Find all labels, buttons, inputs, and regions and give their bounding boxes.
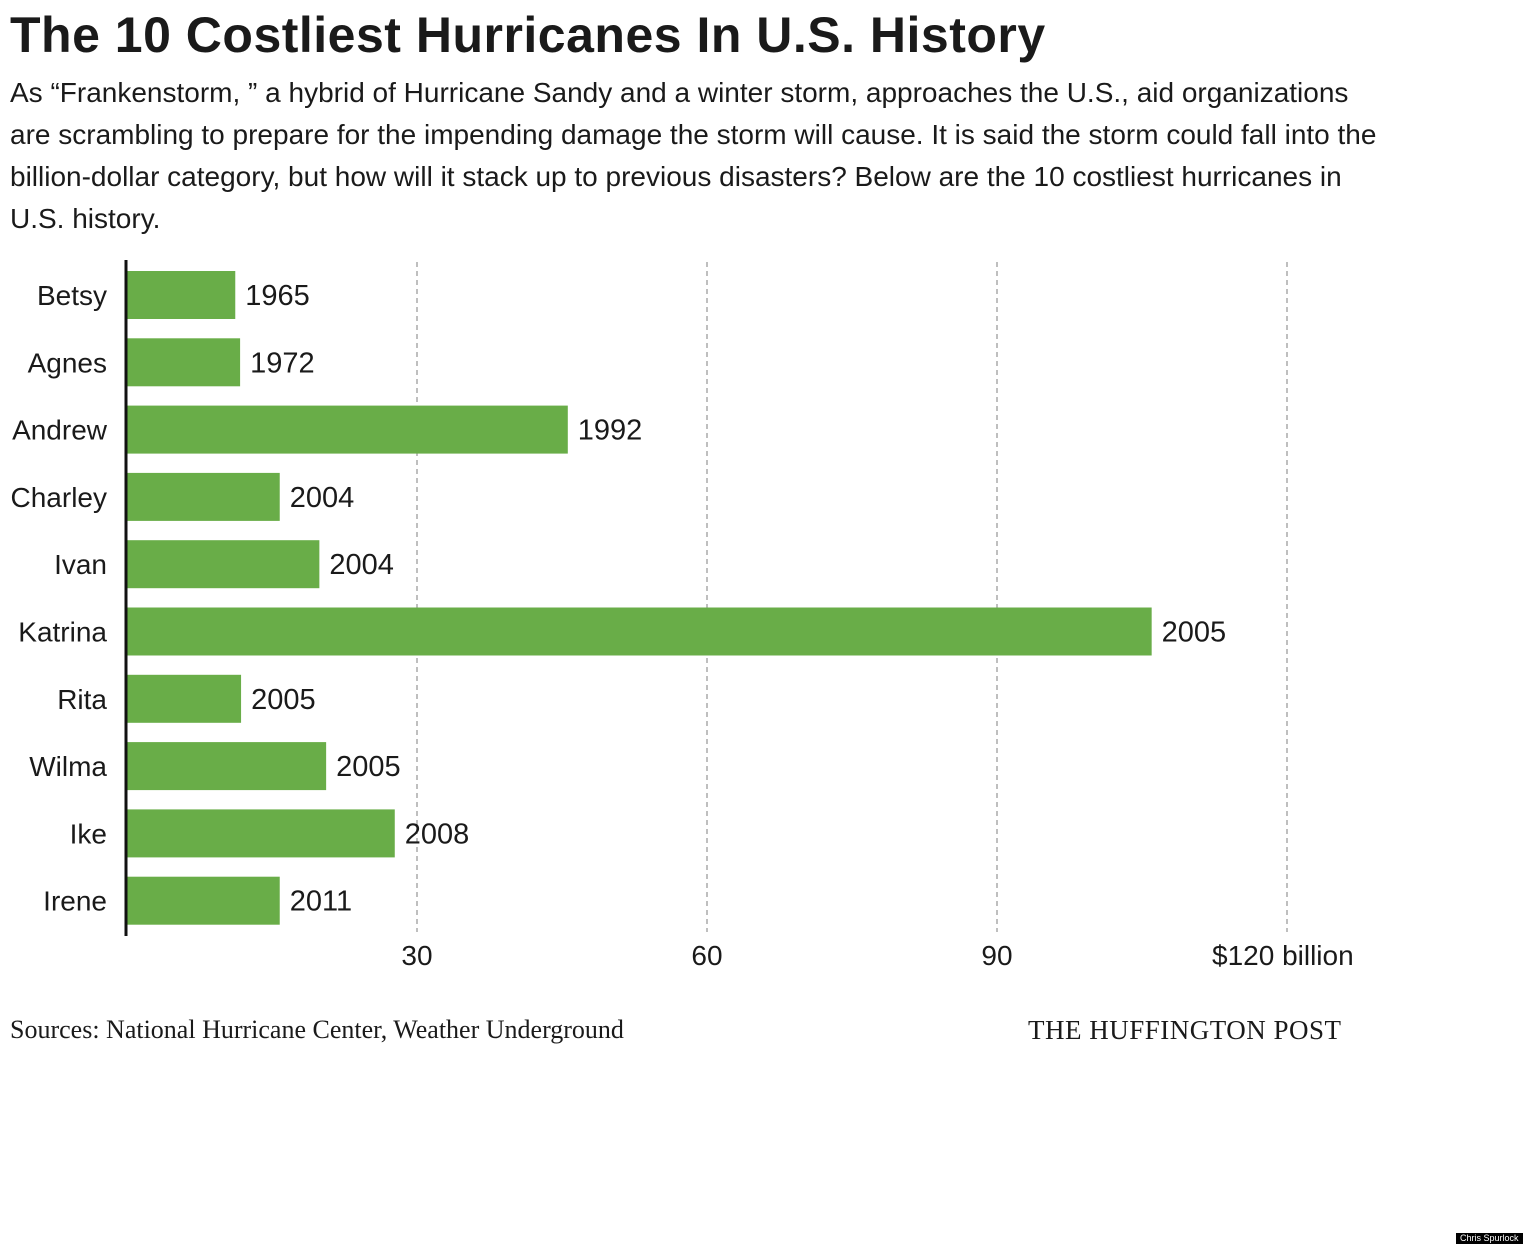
data-label: 2004	[290, 482, 355, 514]
data-label: 1972	[250, 347, 315, 379]
category-label: Rita	[57, 684, 107, 715]
chart-subtitle: As “Frankenstorm, ” a hybrid of Hurrican…	[10, 77, 1377, 234]
data-label: 1992	[578, 415, 643, 447]
data-label: 2011	[290, 886, 352, 918]
category-label: Ivan	[54, 549, 107, 580]
category-label: Agnes	[28, 347, 107, 378]
category-label: Betsy	[37, 280, 107, 311]
credit-label: Chris Spurlock	[1456, 1233, 1523, 1244]
data-label: 2005	[1162, 617, 1227, 649]
category-label: Wilma	[29, 751, 107, 782]
category-label: Ike	[70, 818, 107, 849]
bar-wilma	[127, 742, 327, 791]
data-label: 2004	[329, 549, 394, 581]
bar-katrina	[127, 607, 1152, 656]
data-label: 1965	[245, 280, 310, 312]
bar-betsy	[127, 271, 236, 319]
source-note: Sources: National Hurricane Center, Weat…	[10, 1015, 624, 1044]
brand-logo: THE HUFFINGTON POST	[1028, 1015, 1342, 1045]
bar-rita	[127, 674, 242, 723]
x-tick-label: 30	[401, 940, 432, 971]
data-label: 2005	[251, 684, 316, 716]
category-label: Katrina	[18, 617, 107, 648]
x-tick-label: 90	[981, 940, 1012, 971]
x-tick-label: 60	[691, 940, 722, 971]
data-label: 2005	[336, 751, 401, 783]
bar-andrew	[127, 405, 568, 454]
category-label: Charley	[11, 482, 107, 513]
bar-ivan	[127, 540, 320, 589]
bar-agnes	[127, 338, 241, 387]
chart-title: The 10 Costliest Hurricanes In U.S. Hist…	[10, 7, 1046, 63]
bar-irene	[127, 876, 280, 925]
bar-ike	[127, 809, 395, 858]
bar-charley	[127, 472, 280, 521]
category-label: Irene	[43, 886, 107, 917]
bar-chart: 30 60 90 $120 billion Betsy 1965 Agnes 1972 Andr…	[11, 260, 1354, 971]
category-label: Andrew	[12, 415, 108, 446]
data-label: 2008	[405, 818, 470, 850]
x-tick-label: $120 billion	[1212, 940, 1354, 971]
